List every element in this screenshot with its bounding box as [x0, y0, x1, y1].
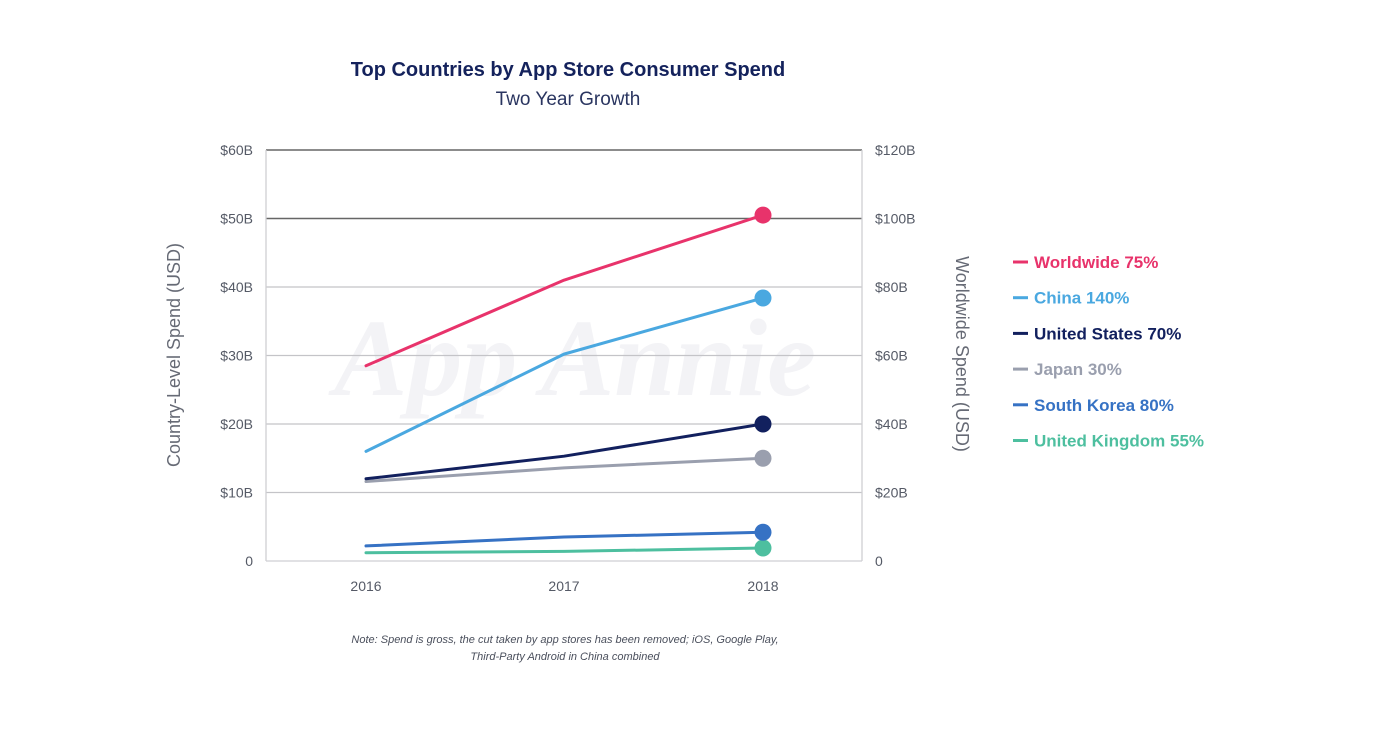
chart-title: Top Countries by App Store Consumer Spen…: [351, 59, 785, 81]
x-tick-label: 2017: [548, 578, 579, 594]
legend-label-china: China 140%: [1034, 289, 1129, 308]
y2-tick-label: $80B: [875, 279, 908, 295]
series-lines: [364, 206, 772, 557]
footnote-line-1: Note: Spend is gross, the cut taken by a…: [351, 634, 778, 646]
y2-tick-label: $120B: [875, 142, 915, 158]
y-tick-label: 0: [245, 553, 253, 569]
series-end-marker-china: [754, 289, 772, 307]
y-tick-label: $60B: [220, 142, 253, 158]
series-end-marker-united-kingdom: [754, 539, 772, 557]
y2-tick-label: $60B: [875, 348, 908, 364]
y-tick-label: $30B: [220, 348, 253, 364]
y-axis-left-ticks: 0 $10B $20B $30B $40B $50B $60B: [220, 142, 253, 569]
series-line-worldwide: [364, 213, 765, 368]
y2-tick-label: $100B: [875, 211, 915, 227]
series-line-united-kingdom: [364, 546, 765, 555]
series-line-south-korea: [364, 530, 765, 548]
legend-label-worldwide: Worldwide 75%: [1034, 253, 1158, 272]
y-axis-right-ticks: 0 $20B $40B $60B $80B $100B $120B: [875, 142, 915, 569]
series-end-marker-united-states: [754, 415, 772, 433]
series-line-united-states: [364, 422, 765, 481]
chart-subtitle: Two Year Growth: [496, 89, 641, 110]
series-end-marker-worldwide: [754, 206, 772, 224]
y-tick-label: $10B: [220, 485, 253, 501]
x-tick-label: 2016: [350, 578, 381, 594]
x-tick-label: 2018: [747, 578, 778, 594]
legend-label-united-kingdom: United Kingdom 55%: [1034, 432, 1204, 451]
series-line-china: [364, 296, 765, 453]
y-tick-label: $50B: [220, 211, 253, 227]
legend: Worldwide 75% China 140% United States 70%…: [1013, 253, 1204, 451]
y2-tick-label: 0: [875, 553, 883, 569]
y-axis-left-label: Country-Level Spend (USD): [164, 243, 184, 467]
legend-label-united-states: United States 70%: [1034, 324, 1181, 343]
y-axis-right-label: Worldwide Spend (USD): [952, 256, 972, 452]
plot-frame: [265, 150, 863, 562]
series-end-marker-south-korea: [754, 523, 772, 541]
watermark: App Annie: [328, 297, 816, 419]
y-tick-label: $20B: [220, 416, 253, 432]
y2-tick-label: $40B: [875, 416, 908, 432]
y-tick-label: $40B: [220, 279, 253, 295]
legend-label-south-korea: South Korea 80%: [1034, 396, 1174, 415]
footnote-line-2: Third-Party Android in China combined: [470, 651, 660, 663]
series-end-marker-japan: [754, 449, 772, 467]
y2-tick-label: $20B: [875, 485, 908, 501]
legend-label-japan: Japan 30%: [1034, 360, 1122, 379]
x-axis-ticks: 2016 2017 2018: [350, 578, 778, 594]
series-line-japan: [364, 456, 765, 484]
